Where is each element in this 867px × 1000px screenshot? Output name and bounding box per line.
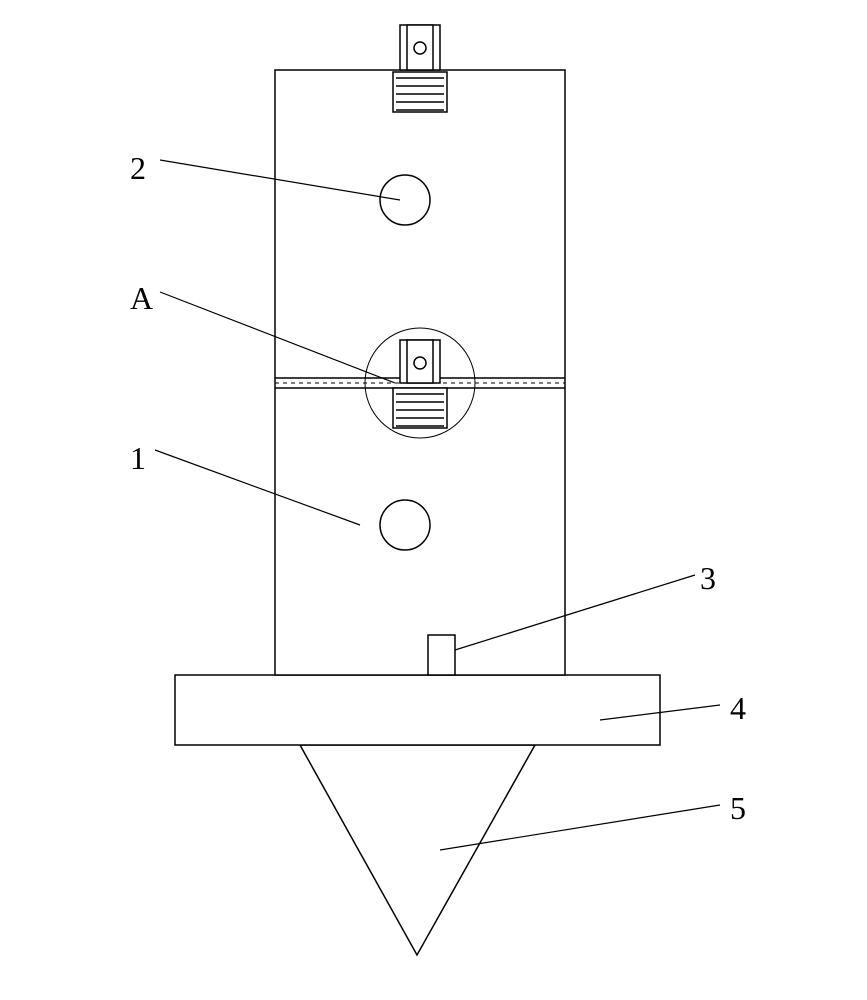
label-5: 5 (730, 790, 746, 827)
label-2: 2 (130, 150, 146, 187)
bottom-peg (428, 635, 455, 675)
label-A: A (130, 280, 153, 317)
cone-tip (300, 745, 535, 955)
label-4: 4 (730, 690, 746, 727)
base-plate (175, 675, 660, 745)
mid-connector-inner (407, 340, 433, 383)
label-1: 1 (130, 440, 146, 477)
top-connector-inner (407, 25, 433, 70)
label-3: 3 (700, 560, 716, 597)
